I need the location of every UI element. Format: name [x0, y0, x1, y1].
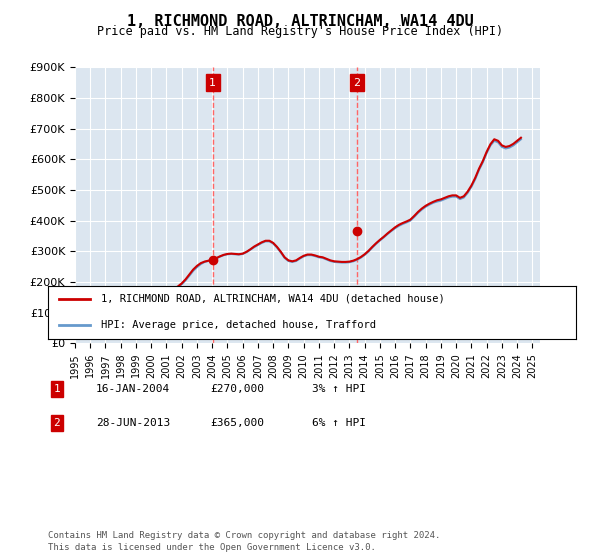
Text: 1: 1 — [209, 77, 217, 87]
Text: 3% ↑ HPI: 3% ↑ HPI — [312, 384, 366, 394]
Text: HPI: Average price, detached house, Trafford: HPI: Average price, detached house, Traf… — [101, 320, 376, 330]
Text: 2: 2 — [353, 77, 361, 87]
Text: 1, RICHMOND ROAD, ALTRINCHAM, WA14 4DU: 1, RICHMOND ROAD, ALTRINCHAM, WA14 4DU — [127, 14, 473, 29]
Text: 28-JUN-2013: 28-JUN-2013 — [96, 418, 170, 428]
Text: £270,000: £270,000 — [210, 384, 264, 394]
Text: Price paid vs. HM Land Registry's House Price Index (HPI): Price paid vs. HM Land Registry's House … — [97, 25, 503, 38]
Text: This data is licensed under the Open Government Licence v3.0.: This data is licensed under the Open Gov… — [48, 543, 376, 552]
Text: 16-JAN-2004: 16-JAN-2004 — [96, 384, 170, 394]
Text: 2: 2 — [53, 418, 61, 428]
Text: 6% ↑ HPI: 6% ↑ HPI — [312, 418, 366, 428]
Text: £365,000: £365,000 — [210, 418, 264, 428]
Text: Contains HM Land Registry data © Crown copyright and database right 2024.: Contains HM Land Registry data © Crown c… — [48, 531, 440, 540]
Text: 1: 1 — [53, 384, 61, 394]
Text: 1, RICHMOND ROAD, ALTRINCHAM, WA14 4DU (detached house): 1, RICHMOND ROAD, ALTRINCHAM, WA14 4DU (… — [101, 294, 445, 304]
